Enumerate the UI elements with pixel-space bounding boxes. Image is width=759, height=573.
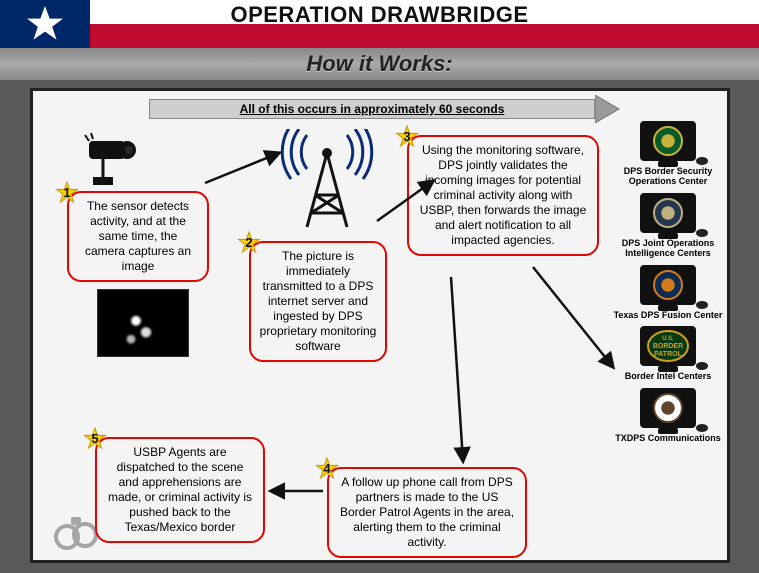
header: OPERATION DRAWBRIDGE How it Works:	[0, 0, 759, 80]
page-title: OPERATION DRAWBRIDGE	[0, 2, 759, 28]
step-badge-5: 5	[83, 427, 107, 451]
step-badge-2: 2	[237, 231, 261, 255]
step-badge-1: 1	[55, 181, 79, 205]
page-subtitle: How it Works:	[0, 48, 759, 80]
step-badge-3: 3	[395, 125, 419, 149]
step-badge-4: 4	[315, 457, 339, 481]
diagram-canvas: All of this occurs in approximately 60 s…	[30, 88, 730, 563]
flow-arrows	[33, 91, 733, 566]
